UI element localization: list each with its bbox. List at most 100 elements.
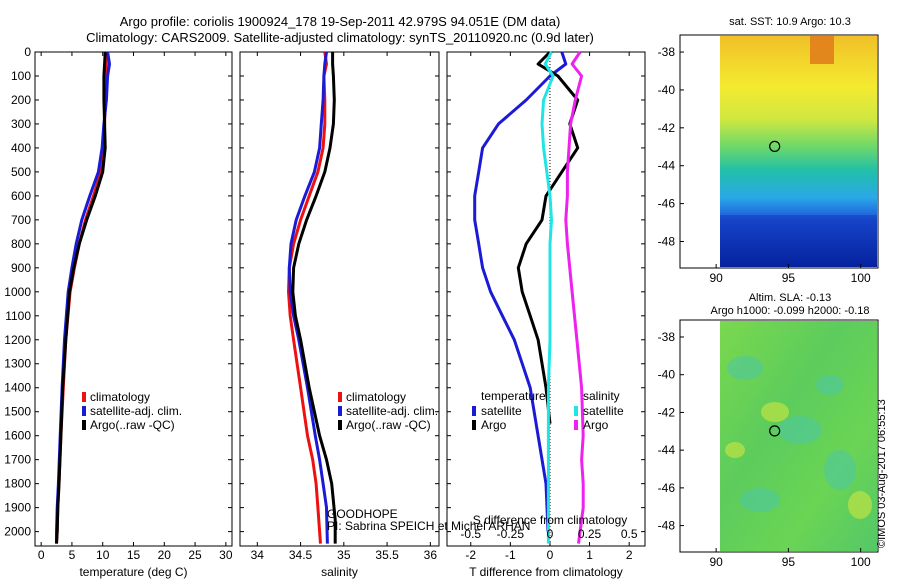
x-tick-label: 0 [38, 548, 45, 562]
y-tick-label: 1500 [4, 405, 31, 419]
panel-frame [446, 51, 646, 547]
x2-axis-label: S difference from climatology [473, 513, 628, 527]
y-tick-label: 600 [11, 189, 31, 203]
legend-swatch [574, 406, 578, 416]
legend-label: Argo(..raw -QC) [90, 418, 175, 432]
x2-tick-label: -0.25 [497, 527, 525, 541]
y-tick-label: 100 [11, 69, 31, 83]
map-x-tick-label: 100 [851, 271, 871, 285]
map-y-tick-label: -44 [658, 443, 676, 457]
x-tick-label: 5 [69, 548, 76, 562]
series-line-blue [473, 51, 568, 532]
x-axis-label: T difference from climatology [469, 565, 623, 579]
sla-anomaly [761, 402, 789, 422]
map-x-tick-label: 90 [709, 555, 723, 569]
legend-label: Argo [481, 418, 507, 432]
x2-tick-label: 0.25 [578, 527, 602, 541]
legend-label: satellite-adj. clim. [346, 404, 438, 418]
series-line-magenta [564, 51, 585, 544]
x-tick-label: 30 [219, 548, 233, 562]
map-y-tick-label: -48 [658, 519, 676, 533]
x-axis-ticks: 34 34.5 35 35.5 36 [251, 52, 438, 562]
map-field [720, 36, 877, 267]
y-tick-label: 700 [11, 213, 31, 227]
legend: temperature salinitysatelliteArgosatellit… [472, 389, 624, 432]
legend-label: climatology [346, 390, 406, 404]
legend-swatch [82, 420, 86, 430]
series-line-black [516, 50, 580, 424]
legend-swatch [338, 420, 342, 430]
y-tick-label: 200 [11, 93, 31, 107]
x-tick-label: 15 [127, 548, 141, 562]
figure-title-line2: Climatology: CARS2009. Satellite-adjuste… [86, 30, 594, 45]
y-tick-label: 0 [24, 45, 31, 59]
x-tick-label: -1 [505, 548, 516, 562]
sla-map-subtitle: Argo h1000: -0.099 h2000: -0.18 [710, 305, 870, 317]
sla-anomaly [778, 416, 822, 444]
legend-group-label: salinity [583, 389, 620, 403]
map-y-tick-label: -38 [658, 45, 676, 59]
sla-anomaly [848, 491, 872, 519]
legend-label: satellite [481, 404, 522, 418]
x-axis-label: salinity [321, 565, 358, 579]
series-line-black [291, 52, 337, 544]
legend-group-label: temperature [481, 389, 546, 403]
y-axis-ticks: 0 100 200 300 400 500 600 700 800 900 1000 1100 1200… [4, 45, 232, 539]
map-y-tick-label: -40 [658, 368, 676, 382]
x-tick-label: 1 [586, 548, 593, 562]
legend-label: Argo(..raw -QC) [346, 418, 431, 432]
y-axis-ticks [240, 51, 439, 533]
map-y-tick-label: -38 [658, 330, 676, 344]
legend-swatch [472, 420, 476, 430]
map-ticks: 90 95 100 -38 -40 -42 -44 -46 -48 [658, 330, 871, 569]
map-y-tick-label: -46 [658, 481, 676, 495]
panel-frame [239, 51, 440, 547]
y-tick-label: 1900 [4, 501, 31, 515]
x-tick-label: -2 [465, 548, 476, 562]
y-tick-label: 2000 [4, 525, 31, 539]
x-tick-label: 35.5 [375, 548, 399, 562]
x-tick-label: 36 [424, 548, 438, 562]
y-tick-label: 300 [11, 117, 31, 131]
credit-project: GOODHOPE [327, 507, 398, 521]
map-y-tick-label: -42 [658, 405, 676, 419]
x-tick-label: 35 [337, 548, 351, 562]
x2-tick-label: -0.5 [460, 527, 481, 541]
legend-swatch [338, 406, 342, 416]
x-tick-label: 34.5 [289, 548, 313, 562]
series-line-cyan [540, 51, 555, 544]
map-x-tick-label: 95 [782, 555, 796, 569]
x-tick-label: 20 [158, 548, 172, 562]
profile-panel-2: 34 34.5 35 35.5 36 salinity climatologysatelli… [239, 51, 440, 579]
x2-tick-label: 0 [547, 527, 554, 541]
x2-tick-label: 0.5 [621, 527, 638, 541]
x-axis-ticks: 0 5 10 15 20 25 30 [38, 52, 233, 562]
y-tick-label: 1700 [4, 453, 31, 467]
sla-anomaly [740, 488, 780, 512]
legend-swatch [82, 392, 86, 402]
sla-anomaly [816, 375, 844, 395]
x-axis-label: temperature (deg C) [79, 565, 187, 579]
y-tick-label: 1200 [4, 333, 31, 347]
map-ticks: 90 95 100 -38 -40 -42 -44 -46 -48 [658, 45, 871, 285]
x-tick-label: 0 [547, 548, 554, 562]
warm-patch [810, 36, 834, 64]
imos-stamp: ©IMOS 03-Aug-2017 06:55:13 [876, 399, 888, 548]
legend-swatch [472, 406, 476, 416]
profile-panel-1: 0 5 10 15 20 25 300100200300400500600700800900… [4, 45, 233, 579]
series-line-blue [287, 51, 329, 544]
y-tick-label: 500 [11, 165, 31, 179]
sst-map: 90 95 100 -38 -40 -42 -44 -46 -48 [658, 34, 879, 285]
sla-map: 90 95 100 -38 -40 -42 -44 -46 -48 [658, 319, 879, 569]
map-y-tick-label: -44 [658, 159, 676, 173]
x-tick-label: 25 [188, 548, 202, 562]
legend-swatch [82, 406, 86, 416]
sla-anomaly [824, 450, 856, 490]
map-x-tick-label: 90 [709, 271, 723, 285]
legend-label: climatology [90, 390, 150, 404]
y-tick-label: 1600 [4, 429, 31, 443]
y-tick-label: 900 [11, 261, 31, 275]
